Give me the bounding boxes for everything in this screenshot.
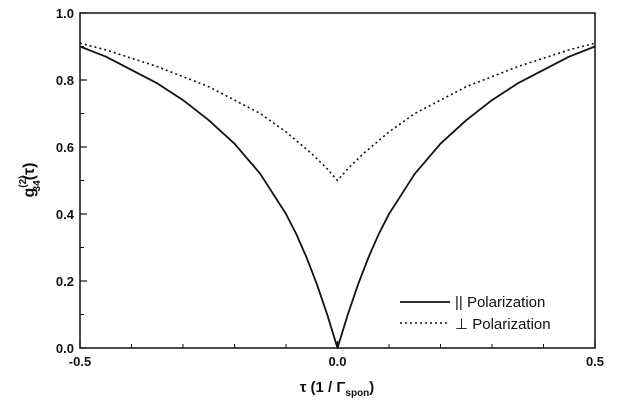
x-tick-label: 0.0 <box>328 354 346 369</box>
x-tick-label: -0.5 <box>69 354 91 369</box>
x-label-main: τ (1 / Γ <box>300 379 346 396</box>
y-label-sup: (2) <box>18 175 29 187</box>
series-line-0 <box>79 45 596 349</box>
y-tick-label: 0.6 <box>56 140 74 155</box>
y-tick-label: 0.8 <box>56 73 74 88</box>
x-label-close: ) <box>369 379 374 396</box>
legend: || Polarization ⊥ Polarization <box>400 294 551 333</box>
axis-ticks: 0.00.20.40.60.81.0-0.5 0.0 0.5 <box>56 6 604 369</box>
y-tick-label: 0.2 <box>56 274 74 289</box>
legend-label-perpendicular: ⊥ Polarization <box>455 316 551 333</box>
legend-label-parallel: || Polarization <box>455 294 545 311</box>
series-line-1 <box>79 42 596 182</box>
y-label-sub: 34 <box>32 180 43 192</box>
y-tick-label: 1.0 <box>56 6 74 21</box>
y-label-arg: (τ) <box>21 163 38 181</box>
y-axis-label: g(2) 34(τ) <box>18 163 43 198</box>
x-axis-label: τ (1 / Γspon) <box>300 379 375 399</box>
series-lines <box>79 42 596 349</box>
y-tick-label: 0.4 <box>56 207 75 222</box>
y-tick-label: 0.0 <box>56 341 74 356</box>
y-label-base: g <box>21 188 38 198</box>
x-label-sub: spon <box>345 388 369 399</box>
x-tick-label: 0.5 <box>586 354 604 369</box>
